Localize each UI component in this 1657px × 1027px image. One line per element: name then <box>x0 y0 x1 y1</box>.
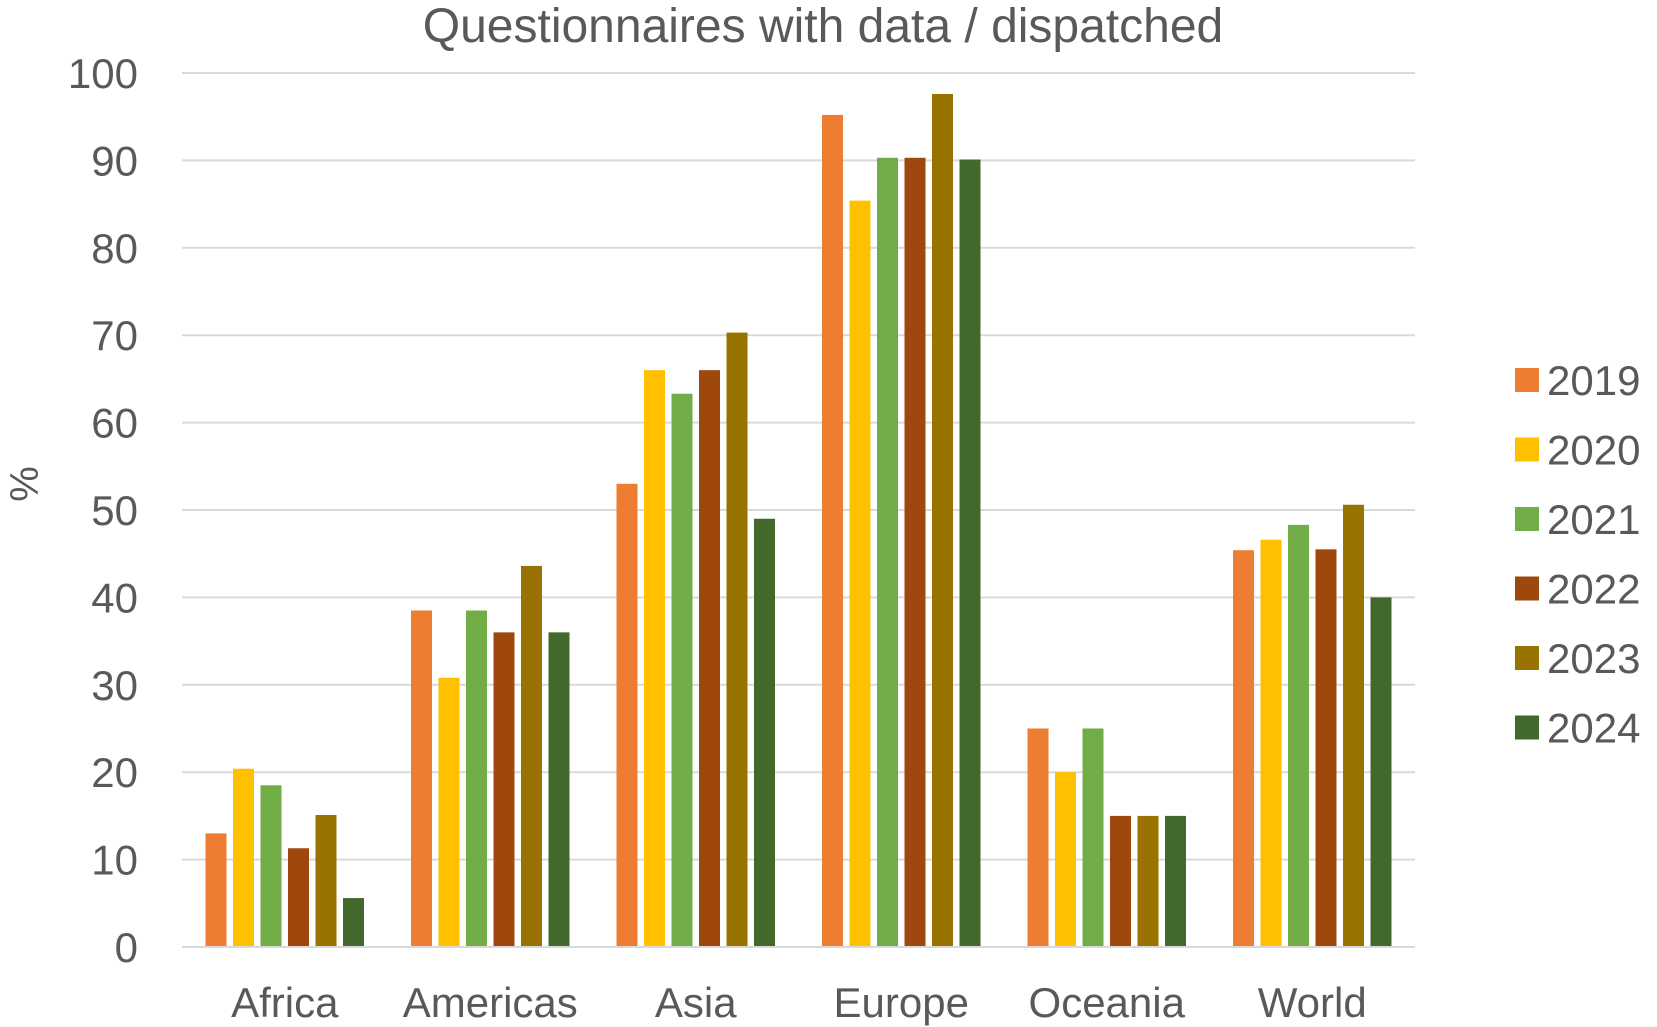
bar-asia-2021: 2021 Asia: 63.3 <box>671 393 693 947</box>
bar-oceania-2021: 2021 Oceania: 25 <box>1082 728 1104 947</box>
bar-europe-2020: 2020 Europe: 85.4 <box>849 200 871 947</box>
y-tick-label: 40 <box>91 574 138 621</box>
legend-label-2020: 2020 <box>1547 427 1640 474</box>
legend-swatch-2023 <box>1515 646 1539 670</box>
bar-oceania-2024: 2024 Oceania: 15 <box>1165 815 1186 947</box>
legend-swatch-2024 <box>1515 715 1539 740</box>
bar-world-2022: 2022 World: 45.5 <box>1315 549 1337 947</box>
bar-world-2019: 2019 World: 45.4 <box>1233 550 1254 947</box>
bar-world-2023: 2023 World: 50.6 <box>1343 504 1364 947</box>
bar-oceania-2019: 2019 Oceania: 25 <box>1027 728 1049 947</box>
x-tick-label: Asia <box>655 979 737 1026</box>
legend-label-2021: 2021 <box>1547 496 1640 543</box>
x-tick-label: Europe <box>834 979 969 1026</box>
y-tick-label: 80 <box>91 225 138 272</box>
bar-europe-2024: 2024 Europe: 90.1 <box>959 159 981 947</box>
legend-label-2022: 2022 <box>1547 566 1640 613</box>
bar-africa-2021: 2021 Africa: 18.5 <box>260 785 282 947</box>
bar-asia-2020: 2020 Asia: 66 <box>644 370 665 947</box>
x-tick-label: World <box>1258 979 1367 1026</box>
bar-americas-2024: 2024 Americas: 36 <box>548 632 570 947</box>
bar-world-2020: 2020 World: 46.6 <box>1260 539 1282 947</box>
y-tick-label: 60 <box>91 400 138 447</box>
bar-americas-2021: 2021 Americas: 38.5 <box>466 610 487 947</box>
legend-label-2023: 2023 <box>1547 635 1640 682</box>
x-tick-label: Oceania <box>1029 979 1186 1026</box>
bar-asia-2019: 2019 Asia: 53 <box>616 483 638 947</box>
legend-swatch-2021 <box>1515 507 1539 531</box>
bar-africa-2024: 2024 Africa: 5.6 <box>343 898 364 947</box>
legend: 2019 2020 2021 2022 2023 2024 <box>1515 357 1640 752</box>
legend-label-2019: 2019 <box>1547 357 1640 404</box>
bar-europe-2021: 2021 Europe: 90.3 <box>877 157 898 947</box>
legend-swatch-2019 <box>1515 368 1539 392</box>
bar-americas-2022: 2022 Americas: 36 <box>493 632 515 947</box>
bar-world-2021: 2021 World: 48.3 <box>1288 524 1309 947</box>
bar-oceania-2020: 2020 Oceania: 20 <box>1055 772 1076 947</box>
y-tick-label: 70 <box>91 312 138 359</box>
legend-swatch-2022 <box>1515 576 1539 601</box>
y-tick-label: 100 <box>68 50 138 97</box>
gridlines <box>182 72 1415 861</box>
bar-world-2024: 2024 World: 40 <box>1370 597 1392 947</box>
bar-africa-2022: 2022 Africa: 11.3 <box>288 848 309 947</box>
y-tick-label: 20 <box>91 749 138 796</box>
bar-africa-2023: 2023 Africa: 15.1 <box>315 815 337 947</box>
bar-asia-2023: 2023 Asia: 70.3 <box>726 332 748 947</box>
bar-africa-2020: 2020 Africa: 20.4 <box>233 768 254 947</box>
bar-africa-2019: 2019 Africa: 13 <box>205 833 227 947</box>
chart-title: Questionnaires with data / dispatched <box>423 0 1223 53</box>
bar-asia-2024: 2024 Asia: 49 <box>754 518 775 947</box>
bar-oceania-2022: 2022 Oceania: 15 <box>1110 815 1131 947</box>
y-tick-label: 0 <box>115 924 138 971</box>
bar-europe-2019: 2019 Europe: 95.2 <box>822 114 843 947</box>
bar-oceania-2023: 2023 Oceania: 15 <box>1137 815 1159 947</box>
bar-asia-2022: 2022 Asia: 66 <box>699 370 720 947</box>
y-tick-label: 50 <box>91 487 138 534</box>
y-tick-label: 10 <box>91 837 138 884</box>
bar-americas-2023: 2023 Americas: 43.6 <box>521 565 542 947</box>
y-tick-label: 90 <box>91 137 138 184</box>
x-tick-label: Africa <box>231 979 339 1026</box>
bar-americas-2019: 2019 Americas: 38.5 <box>411 610 432 947</box>
y-axis-ticks: 0 10 20 30 40 50 60 70 80 90 100 <box>68 50 138 971</box>
legend-label-2024: 2024 <box>1547 705 1640 752</box>
bar-europe-2023: 2023 Europe: 97.6 <box>932 93 953 947</box>
legend-swatch-2020 <box>1515 437 1539 462</box>
bars: 2019 Africa: 13 2020 Africa: 20.4 2021 Afr… <box>205 93 1392 947</box>
y-axis-label: % <box>3 466 47 502</box>
x-axis-ticks: Africa Americas Asia Europe Oceania World <box>231 979 1367 1026</box>
x-tick-label: Americas <box>403 979 578 1026</box>
y-tick-label: 30 <box>91 662 138 709</box>
bar-americas-2020: 2020 Americas: 30.8 <box>438 677 460 947</box>
bar-europe-2022: 2022 Europe: 90.3 <box>904 157 926 947</box>
